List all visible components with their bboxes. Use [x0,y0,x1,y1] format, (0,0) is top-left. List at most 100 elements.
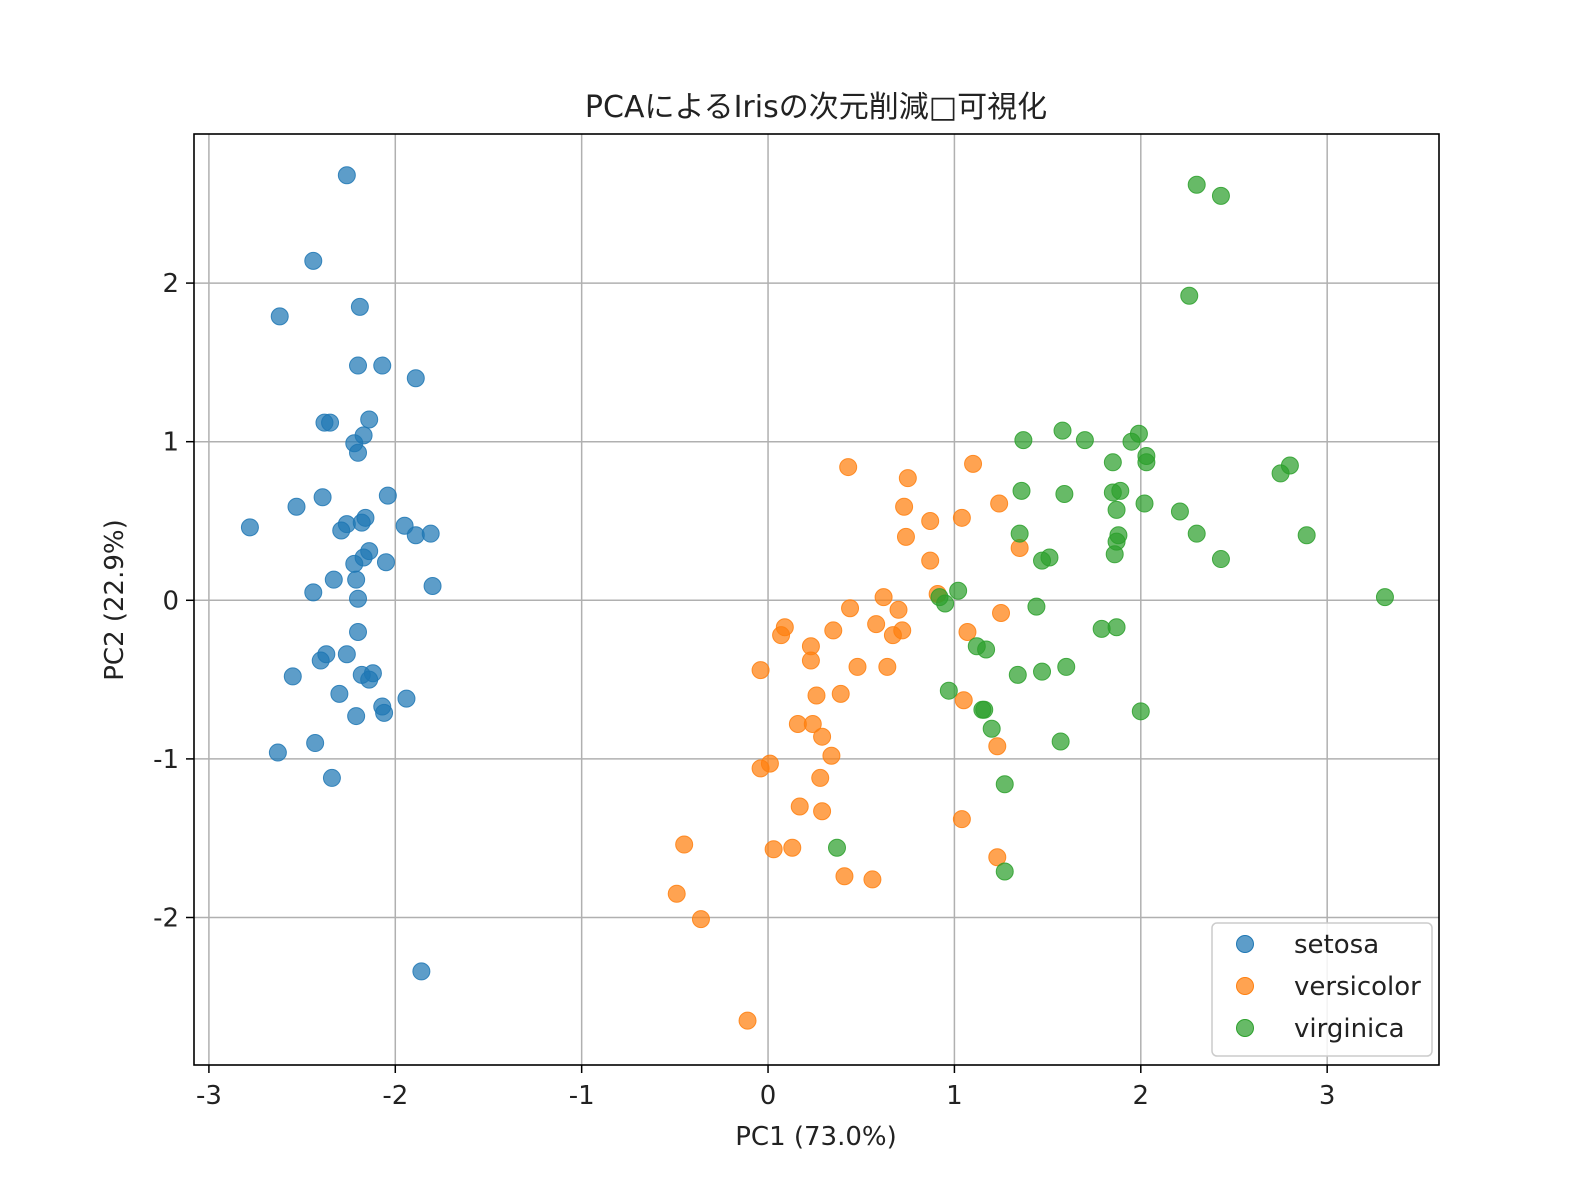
data-point-virginica [1135,494,1154,513]
data-point-setosa [304,251,323,270]
data-point-virginica [1103,453,1122,472]
data-point-virginica [995,775,1014,794]
data-point-versicolor [848,657,867,676]
data-point-setosa [397,689,416,708]
data-point-virginica [1211,186,1230,205]
data-point-setosa [376,553,395,572]
data-point-setosa [349,623,368,642]
data-point-virginica [1053,421,1072,440]
data-point-virginica [1008,665,1027,684]
data-point-setosa [421,524,440,543]
data-point-versicolor [896,527,915,546]
data-point-versicolor [954,691,973,710]
data-point-setosa [337,166,356,185]
series-versicolor [667,454,1029,1030]
x-tick-label: 3 [1319,1081,1336,1111]
data-point-setosa [324,570,343,589]
data-point-setosa [349,589,368,608]
data-point-versicolor [764,840,783,859]
data-point-setosa [322,768,341,787]
legend: setosa versicolor virginica [1211,922,1433,1057]
data-point-versicolor [952,508,971,527]
data-points [240,166,1394,1030]
data-point-setosa [360,670,379,689]
axis-ticks: -3 -2 -1 0 1 2 3 -2 -1 0 1 2 [153,269,1335,1111]
y-tick-label: -1 [153,745,179,775]
data-point-versicolor [803,715,822,734]
chart-title: PCAによるIrisの次元削減□可視化 [585,90,1047,125]
data-point-setosa [406,369,425,388]
x-tick-label: -1 [569,1081,595,1111]
data-point-virginica [828,838,847,857]
data-point-virginica [1122,432,1141,451]
data-point-setosa [423,577,442,596]
data-point-versicolor [988,848,1007,867]
x-tick-label: 2 [1133,1081,1150,1111]
data-point-versicolor [790,797,809,816]
data-point-versicolor [813,802,832,821]
data-point-setosa [321,413,340,432]
data-point-versicolor [867,615,886,634]
data-point-setosa [313,488,332,507]
data-point-setosa [406,526,425,545]
legend-label: setosa [1294,930,1379,960]
y-axis-label: PC2 (22.9%) [100,519,130,681]
data-point-setosa [270,307,289,326]
data-point-virginica [1180,286,1199,305]
data-point-virginica [977,640,996,659]
data-point-virginica [1033,662,1052,681]
data-point-versicolor [992,603,1011,622]
data-point-versicolor [839,458,858,477]
data-point-setosa [330,684,349,703]
data-point-setosa [349,356,368,375]
data-point-setosa [347,707,366,726]
data-point-versicolor [835,867,854,886]
data-point-virginica [1137,453,1156,472]
data-point-virginica [1012,481,1031,500]
data-point-virginica [1055,485,1074,504]
data-point-versicolor [874,588,893,607]
data-point-setosa [375,703,394,722]
x-axis-label: PC1 (73.0%) [735,1122,897,1152]
series-setosa [240,166,442,981]
data-point-versicolor [691,910,710,929]
legend-items: setosa versicolor virginica [1236,930,1421,1044]
data-point-versicolor [813,727,832,746]
data-point-virginica [975,700,994,719]
data-point-setosa [373,356,392,375]
data-point-virginica [1027,597,1046,616]
data-point-setosa [311,651,330,670]
y-tick-label: -2 [153,903,179,933]
data-point-versicolor [822,746,841,765]
data-point-setosa [412,962,431,981]
data-point-versicolor [895,497,914,516]
data-point-virginica [1033,551,1052,570]
data-point-virginica [1107,500,1126,519]
data-point-virginica [1271,464,1290,483]
data-point-setosa [287,497,306,516]
data-point-versicolor [811,768,830,787]
data-point-setosa [349,443,368,462]
data-point-versicolor [675,835,694,854]
legend-label: versicolor [1294,972,1421,1002]
data-point-versicolor [958,623,977,642]
data-point-setosa [240,518,259,537]
data-point-setosa [337,645,356,664]
data-point-setosa [283,667,302,686]
data-point-versicolor [841,599,860,618]
data-point-versicolor [751,661,770,680]
x-tick-label: -2 [382,1081,408,1111]
data-point-setosa [356,508,375,527]
data-point-virginica [1010,524,1029,543]
series-virginica [828,175,1394,881]
legend-marker [1236,935,1254,953]
x-tick-label: 1 [946,1081,963,1111]
data-point-setosa [304,583,323,602]
data-point-versicolor [824,621,843,640]
data-point-virginica [1187,175,1206,194]
data-point-setosa [354,426,373,445]
data-point-versicolor [878,657,897,676]
data-point-virginica [939,681,958,700]
legend-label: virginica [1294,1014,1405,1044]
